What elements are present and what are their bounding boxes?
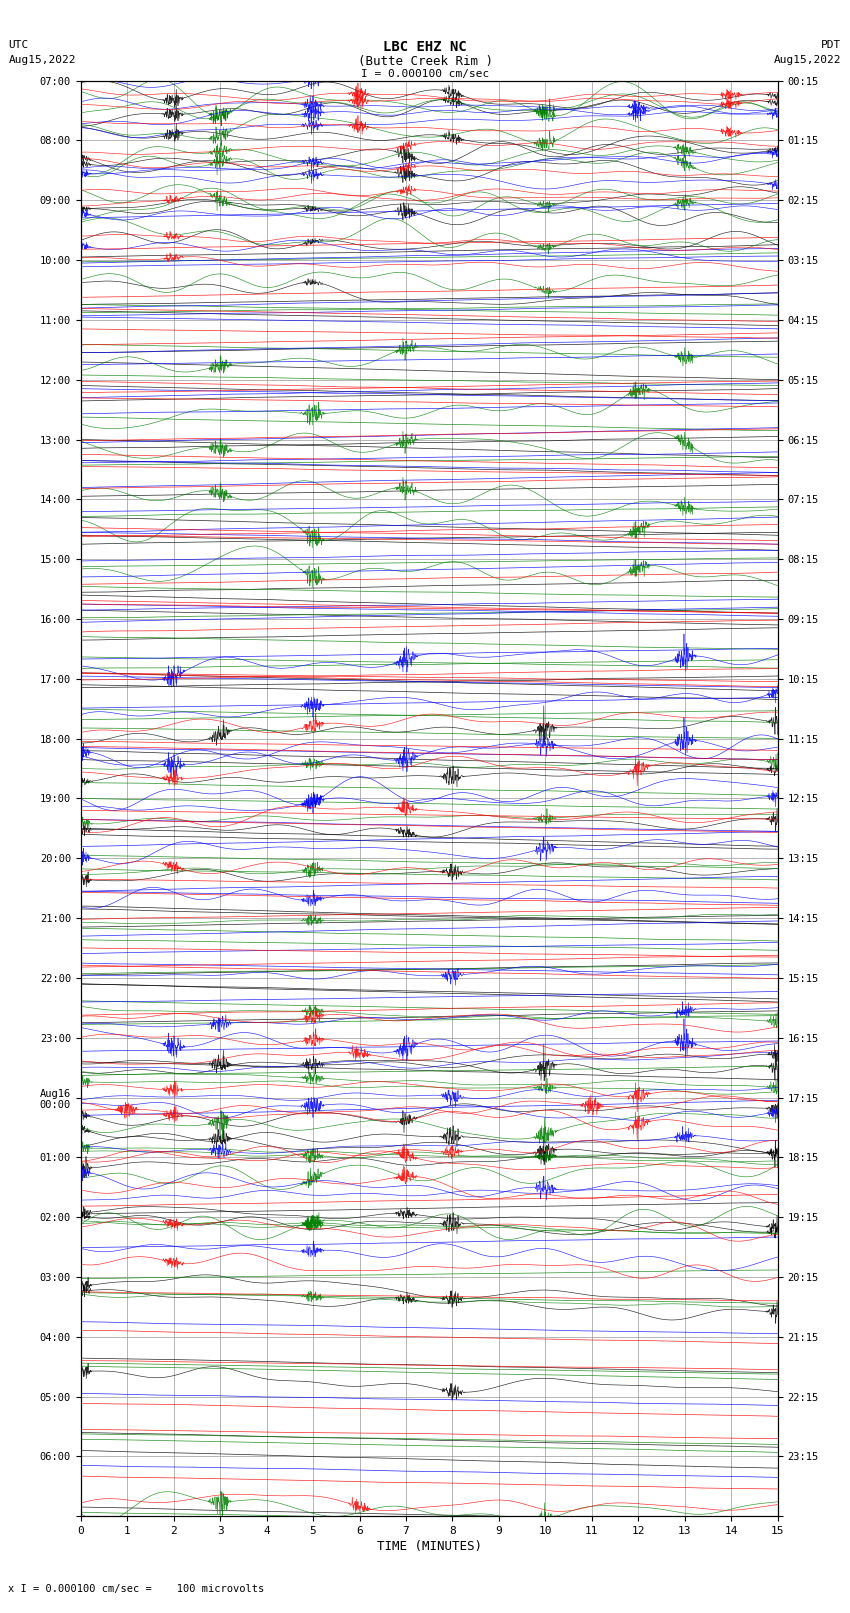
- Text: x I = 0.000100 cm/sec =    100 microvolts: x I = 0.000100 cm/sec = 100 microvolts: [8, 1584, 264, 1594]
- Text: LBC EHZ NC: LBC EHZ NC: [383, 40, 467, 55]
- Text: UTC: UTC: [8, 40, 29, 50]
- X-axis label: TIME (MINUTES): TIME (MINUTES): [377, 1540, 482, 1553]
- Text: (Butte Creek Rim ): (Butte Creek Rim ): [358, 55, 492, 68]
- Text: Aug15,2022: Aug15,2022: [8, 55, 76, 65]
- Text: Aug15,2022: Aug15,2022: [774, 55, 842, 65]
- Text: I = 0.000100 cm/sec: I = 0.000100 cm/sec: [361, 69, 489, 79]
- Text: PDT: PDT: [821, 40, 842, 50]
